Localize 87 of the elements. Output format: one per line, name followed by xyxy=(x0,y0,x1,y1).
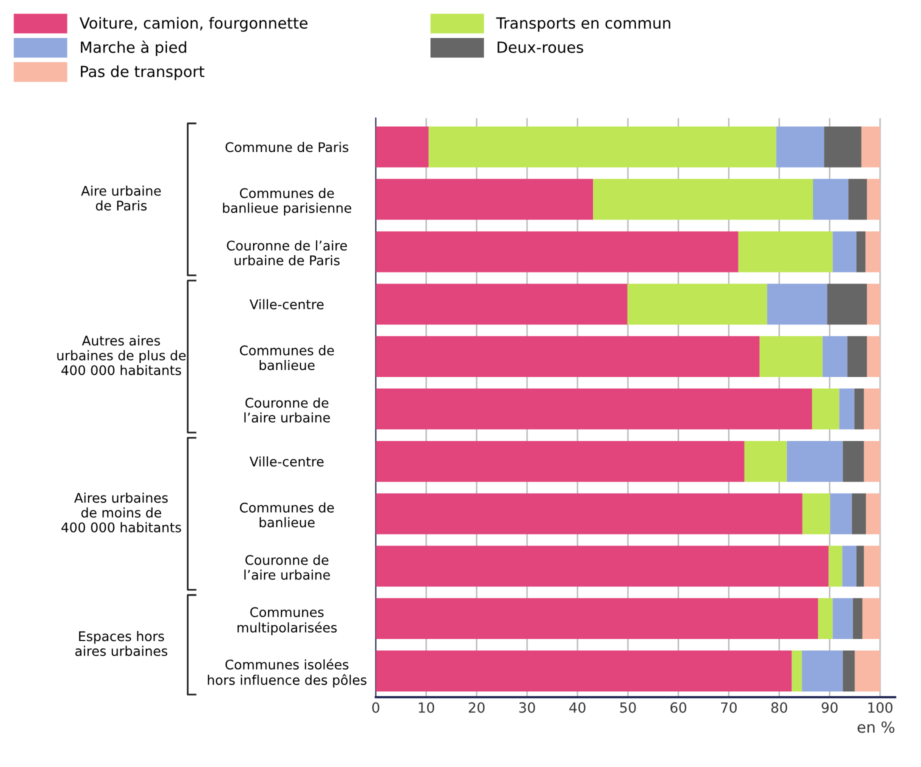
y-tick-label: Commune de Paris xyxy=(226,142,348,152)
bar xyxy=(818,598,833,640)
bar xyxy=(376,650,792,692)
y-tick-label: Couronne de l’aire urbaine de Paris xyxy=(226,240,347,266)
bar xyxy=(792,650,802,692)
x-tick-label: 70 xyxy=(721,702,737,713)
bar xyxy=(376,284,628,325)
text: Aire urbaine de Paris xyxy=(81,186,161,211)
bar xyxy=(842,650,855,692)
bar xyxy=(862,598,880,640)
bar xyxy=(376,598,818,640)
y-tick-label: Couronne de l’aire urbaine xyxy=(244,554,330,580)
bar xyxy=(832,231,856,272)
bar xyxy=(376,440,744,482)
bar xyxy=(376,388,812,430)
bar xyxy=(827,284,867,325)
x-tick-label: 80 xyxy=(771,702,788,713)
x-tick-label: 0 xyxy=(372,702,380,713)
bar xyxy=(866,284,880,325)
bar xyxy=(854,388,864,430)
bar xyxy=(744,440,787,482)
y-tick-label: Communes isolées hors influence des pôles xyxy=(208,658,366,688)
bar xyxy=(627,284,768,325)
x-tick-label: 100 xyxy=(868,702,892,713)
bar xyxy=(864,440,880,482)
bar xyxy=(813,178,848,220)
y-tick-label: Communes de banlieue xyxy=(240,345,334,370)
bar xyxy=(738,231,833,272)
bar xyxy=(830,493,852,534)
x-tick-label: 20 xyxy=(468,702,485,713)
y-tick-label: Couronne de l’aire urbaine xyxy=(244,398,330,423)
bar xyxy=(852,598,862,640)
bar xyxy=(376,231,738,272)
x-tick-label: 30 xyxy=(519,702,535,713)
x-tick-label: 90 xyxy=(822,702,838,713)
bar xyxy=(865,231,880,272)
y-tick-label: Ville-centre xyxy=(250,299,324,310)
bar xyxy=(760,336,823,378)
x-tick-label: 60 xyxy=(670,702,686,713)
legend-label: Pas de transport xyxy=(80,65,204,80)
y-tick-label: Ville-centre xyxy=(250,456,324,467)
bar xyxy=(828,546,842,587)
bar xyxy=(852,493,866,534)
bar xyxy=(593,178,814,220)
bar xyxy=(839,388,854,430)
bar xyxy=(864,388,880,430)
bar xyxy=(842,546,856,587)
bar xyxy=(854,650,880,692)
bar xyxy=(856,546,864,587)
bar xyxy=(842,440,864,482)
bar xyxy=(824,126,862,168)
bar xyxy=(866,336,880,378)
bar xyxy=(786,440,843,482)
bar xyxy=(866,178,880,220)
bar xyxy=(376,493,802,534)
y-tick-label: Communes de banlieue parisienne xyxy=(223,188,352,216)
text: Autres aires urbaines de plus de 400 000 habitants xyxy=(57,335,186,376)
bar xyxy=(847,336,867,378)
bar xyxy=(767,284,828,325)
bar xyxy=(376,336,760,378)
x-tick-label: 10 xyxy=(418,702,434,713)
y-tick-label: Communes multipolarisées xyxy=(238,607,337,636)
x-axis-title: en % xyxy=(858,721,894,733)
legend-label: Deux-roues xyxy=(498,42,584,53)
bar xyxy=(428,126,776,168)
text: Aires urbaines de moins de 400 000 habitants xyxy=(61,492,182,532)
legend-label: Transports en commun xyxy=(496,17,670,32)
bar xyxy=(856,231,866,272)
bar xyxy=(812,388,840,430)
bar xyxy=(802,650,843,692)
x-tick-label: 40 xyxy=(569,702,586,713)
bar xyxy=(376,546,829,587)
bar xyxy=(832,598,853,640)
bar xyxy=(822,336,848,378)
bar xyxy=(848,178,867,220)
legend-label: Voiture, camion, fourgonnette xyxy=(80,16,308,32)
y-tick-label: Communes de banlieue xyxy=(240,502,334,528)
bar xyxy=(861,126,880,168)
bar xyxy=(376,126,429,168)
bar xyxy=(866,493,880,534)
x-tick-label: 50 xyxy=(620,702,636,713)
legend-label: Marche à pied xyxy=(80,40,186,56)
text: Espaces hors aires urbaines xyxy=(75,631,168,656)
bar xyxy=(376,178,594,220)
bar xyxy=(776,126,824,168)
bar xyxy=(864,546,880,587)
bar xyxy=(802,493,830,534)
